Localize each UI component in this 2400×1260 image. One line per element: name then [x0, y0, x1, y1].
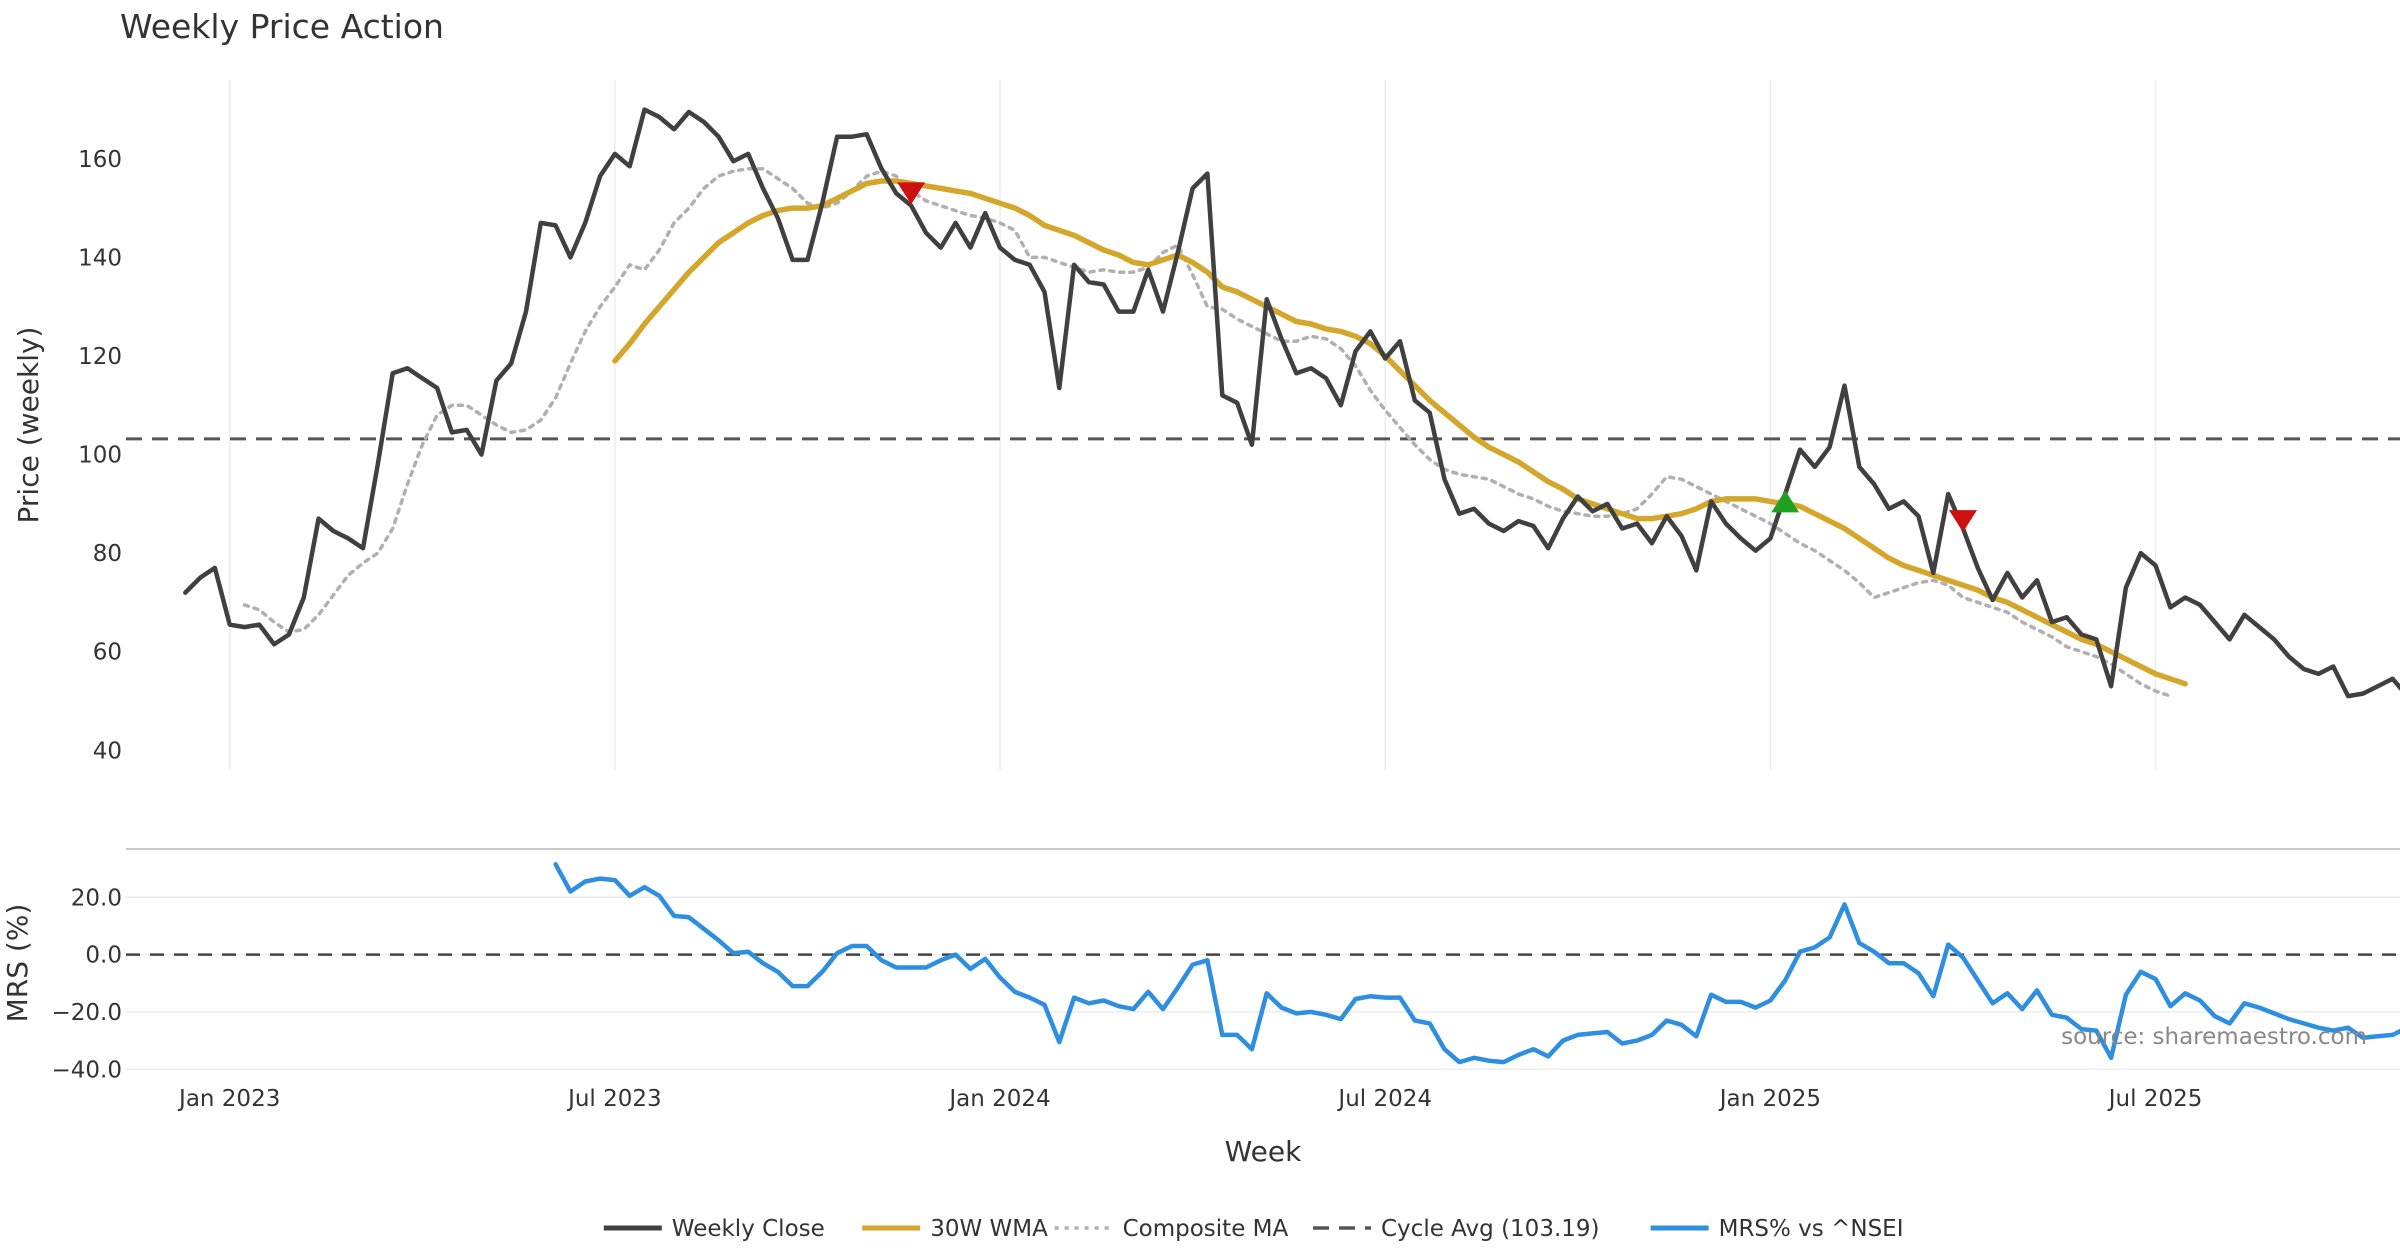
- price-y-tick-label: 160: [78, 147, 122, 173]
- price-y-tick-label: 60: [93, 640, 122, 666]
- x-tick-label: Jul 2024: [1336, 1086, 1432, 1112]
- price-y-tick-label: 80: [93, 541, 122, 567]
- mrs-series: [126, 862, 2400, 1065]
- x-ticks: Jan 2023 Jul 2023 Jan 2024 Jul 2024 Jan 2025…: [177, 1086, 2202, 1112]
- price-series: [126, 107, 2400, 699]
- price-y-tick-label: 100: [78, 443, 122, 469]
- mrs-y-tick-label: −40.0: [52, 1057, 122, 1083]
- mrs-y-tick-label: −20.0: [52, 1000, 122, 1026]
- legend: Weekly Close 30W WMA Composite MA Cycle Avg…: [603, 1216, 1904, 1242]
- mrs-grid: [126, 896, 2400, 1071]
- x-tick-label: Jan 2025: [1718, 1086, 1821, 1112]
- x-tick-label: Jul 2025: [2107, 1086, 2203, 1112]
- price-grid: [228, 80, 2157, 770]
- price-y-tick-label: 140: [78, 245, 122, 271]
- sell-signal-marker: [897, 182, 926, 205]
- mrs-y-tick-label: 20.0: [71, 885, 122, 911]
- price-panel: 40 60 80 100 120 140 160: [78, 80, 2400, 770]
- chart-title: Weekly Price Action: [120, 7, 444, 46]
- weekly-close-line: [183, 107, 2400, 699]
- mrs-y-ticks: 20.0 0.0 −20.0 −40.0: [52, 885, 122, 1083]
- x-axis-label: Week: [1225, 1135, 1302, 1168]
- buy-signal-marker: [1771, 490, 1800, 513]
- legend-label: Cycle Avg (103.19): [1381, 1216, 1600, 1242]
- x-tick-label: Jan 2024: [947, 1086, 1050, 1112]
- composite-ma-line: [242, 166, 2173, 698]
- legend-label: Weekly Close: [672, 1216, 825, 1242]
- mrs-panel: 20.0 0.0 −20.0 −40.0: [52, 862, 2400, 1083]
- price-y-tick-label: 40: [93, 738, 122, 764]
- mrs-line: [553, 862, 2400, 1065]
- x-tick-label: Jan 2023: [177, 1086, 280, 1112]
- legend-label: MRS% vs ^NSEI: [1719, 1216, 1904, 1242]
- legend-label: 30W WMA: [930, 1216, 1048, 1242]
- y-axis-label-mrs: MRS (%): [1, 904, 34, 1023]
- sell-signal-marker: [1948, 510, 1977, 533]
- y-axis-label-price: Price (weekly): [12, 327, 45, 524]
- legend-label: Composite MA: [1123, 1216, 1289, 1242]
- source-annotation: source: sharemaestro.com: [2061, 1024, 2367, 1050]
- price-y-tick-label: 120: [78, 344, 122, 370]
- price-y-ticks: 40 60 80 100 120 140 160: [78, 147, 122, 764]
- x-tick-label: Jul 2023: [566, 1086, 662, 1112]
- wma-30w-line: [612, 178, 2188, 687]
- mrs-y-tick-label: 0.0: [85, 943, 122, 969]
- signal-markers: [897, 182, 1977, 533]
